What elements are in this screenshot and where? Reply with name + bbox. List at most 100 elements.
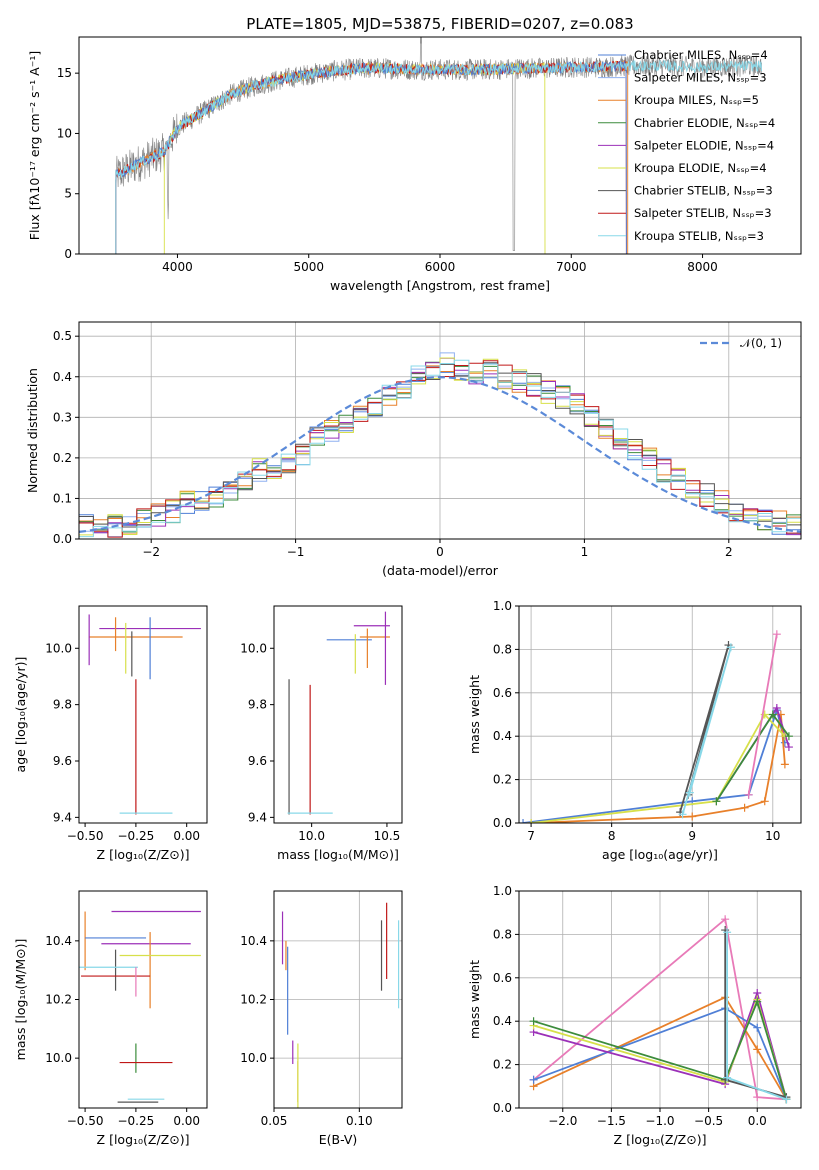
- axes-frame: [518, 890, 802, 1109]
- x-axis-label: (data-model)/error: [382, 563, 499, 578]
- weight-line-chabrier_miles: [522, 706, 786, 823]
- x-axis-label: wavelength [Angstrom, rest frame]: [330, 278, 550, 293]
- y-tick-label: 9.6: [53, 754, 72, 768]
- x-tick-label: −0.25: [117, 1114, 154, 1128]
- y-tick-label: 10.0: [240, 1051, 267, 1065]
- y-tick-label: 0.4: [493, 729, 512, 743]
- weight-marker: [780, 760, 789, 769]
- weight-marker: [744, 790, 753, 799]
- y-tick-label: 10.2: [240, 993, 267, 1007]
- legend-label: Salpeter ELODIE, Nₛₛₚ=4: [634, 138, 774, 152]
- weight-marker: [753, 1093, 762, 1102]
- weight-line-chabrier_miles: [533, 1007, 788, 1100]
- weight-marker: [688, 812, 697, 821]
- x-tick-label: 2: [725, 545, 733, 559]
- model-spectrum-kroupa_stelib: [115, 59, 763, 254]
- y-tick-label: 0.2: [493, 773, 512, 787]
- weight-marker: [768, 710, 777, 719]
- y-tick-label: 9.4: [53, 810, 72, 824]
- weight-marker: [726, 643, 735, 652]
- y-tick-label: 1.0: [493, 599, 512, 613]
- y-tick-label: 10.4: [45, 934, 72, 948]
- normal-curve: [79, 376, 801, 533]
- y-tick-label: 5: [64, 187, 72, 201]
- y-axis-label: Normed distribution: [25, 368, 40, 493]
- model-spectrum-kroupa_elodie: [163, 61, 546, 254]
- x-axis-label: age [log₁₀(age/yr)]: [602, 847, 718, 862]
- legend-label: Chabrier MILES, Nₛₛₚ=4: [634, 48, 768, 62]
- x-axis-label: Z [log₁₀(Z/Z⊙)]: [97, 1132, 190, 1147]
- weight-marker: [753, 1023, 762, 1032]
- y-tick-label: 9.4: [248, 810, 267, 824]
- weight-marker: [753, 997, 762, 1006]
- y-tick-label: 0.5: [53, 329, 72, 343]
- axes-frame: [273, 890, 403, 1109]
- legend-label: Kroupa MILES, Nₛₛₚ=5: [634, 93, 759, 107]
- y-tick-label: 10.0: [45, 1051, 72, 1065]
- x-tick-label: 10.0: [298, 829, 325, 843]
- errorbars: [79, 910, 201, 1103]
- y-axis-label: mass weight: [467, 960, 482, 1039]
- x-tick-label: −1.0: [645, 1114, 674, 1128]
- x-tick-label: −0.25: [117, 829, 154, 843]
- weight-marker: [685, 788, 694, 797]
- weight-marker: [753, 1045, 762, 1054]
- x-tick-label: 8: [608, 829, 616, 843]
- weight-marker: [712, 797, 721, 806]
- weight-line-pink: [533, 917, 787, 1101]
- y-tick-label: 0.0: [53, 532, 72, 546]
- x-tick-label: 0.0: [748, 1114, 767, 1128]
- axes-frame: [78, 321, 802, 540]
- weight-line-kroupa_miles: [531, 714, 786, 823]
- y-tick-label: 10.2: [45, 993, 72, 1007]
- x-tick-label: 4000: [162, 260, 193, 274]
- y-tick-label: 10.0: [240, 641, 267, 655]
- weight-marker: [784, 743, 793, 752]
- errorbars: [281, 902, 400, 1108]
- model-spectrum-chabrier_miles: [115, 60, 627, 254]
- x-tick-label: −0.5: [694, 1114, 723, 1128]
- legend-label: Kroupa ELODIE, Nₛₛₚ=4: [634, 161, 767, 175]
- axes-frame: [518, 605, 802, 824]
- y-tick-label: 10.0: [45, 641, 72, 655]
- weight-marker: [529, 1075, 538, 1084]
- weight-line-pink: [747, 634, 778, 795]
- legend-label: Chabrier STELIB, Nₛₛₚ=3: [634, 184, 773, 198]
- panel-age_vs_mass: 10.0 10.5 9.4 9.6 9.8 10.0 mass [log₁₀(M/M⊙)]: [240, 605, 403, 862]
- y-tick-label: 0.2: [53, 451, 72, 465]
- legend-label: Kroupa STELIB, Nₛₛₚ=3: [634, 229, 764, 243]
- x-tick-label: −0.50: [67, 1114, 104, 1128]
- weight-marker: [760, 797, 769, 806]
- y-tick-label: 0.0: [493, 816, 512, 830]
- legend-label: Salpeter STELIB, Nₛₛₚ=3: [634, 206, 772, 220]
- y-axis-label: mass weight: [467, 675, 482, 754]
- y-axis-label: Flux [fλ10⁻¹⁷ erg cm⁻² s⁻¹ A⁻¹]: [27, 51, 42, 240]
- legend-label: 𝒩(0, 1): [740, 336, 782, 350]
- y-tick-label: 0.3: [53, 410, 72, 424]
- weight-marker: [740, 803, 749, 812]
- weight-marker: [723, 1073, 732, 1082]
- y-axis-label: mass [log₁₀(M/M⊙)]: [13, 939, 28, 1061]
- spectrum-lines: [115, 37, 763, 254]
- y-tick-label: 10.4: [240, 934, 267, 948]
- axes-frame: [78, 36, 802, 255]
- x-tick-label: 9: [688, 829, 696, 843]
- weight-line-chabrier_stelib: [679, 644, 730, 813]
- x-tick-label: −2: [142, 545, 160, 559]
- axes-frame: [78, 605, 208, 824]
- weight-lines: [529, 915, 791, 1104]
- x-tick-label: 0.00: [173, 1114, 200, 1128]
- y-tick-label: 1.0: [493, 884, 512, 898]
- x-axis-label: E(B-V): [319, 1132, 358, 1147]
- x-tick-label: 7000: [556, 260, 587, 274]
- x-axis-label: Z [log₁₀(Z/Z⊙)]: [97, 847, 190, 862]
- y-tick-label: 0.1: [53, 491, 72, 505]
- weight-marker: [678, 810, 687, 819]
- x-tick-label: 0.00: [173, 829, 200, 843]
- axes-frame: [78, 890, 208, 1109]
- errorbars: [287, 611, 390, 815]
- y-tick-label: 0.4: [493, 1014, 512, 1028]
- panel-spectrum: 4000 5000 6000 7000 8000 0 5 10 15 wavelength [An…: [27, 15, 802, 293]
- y-tick-label: 9.8: [248, 698, 267, 712]
